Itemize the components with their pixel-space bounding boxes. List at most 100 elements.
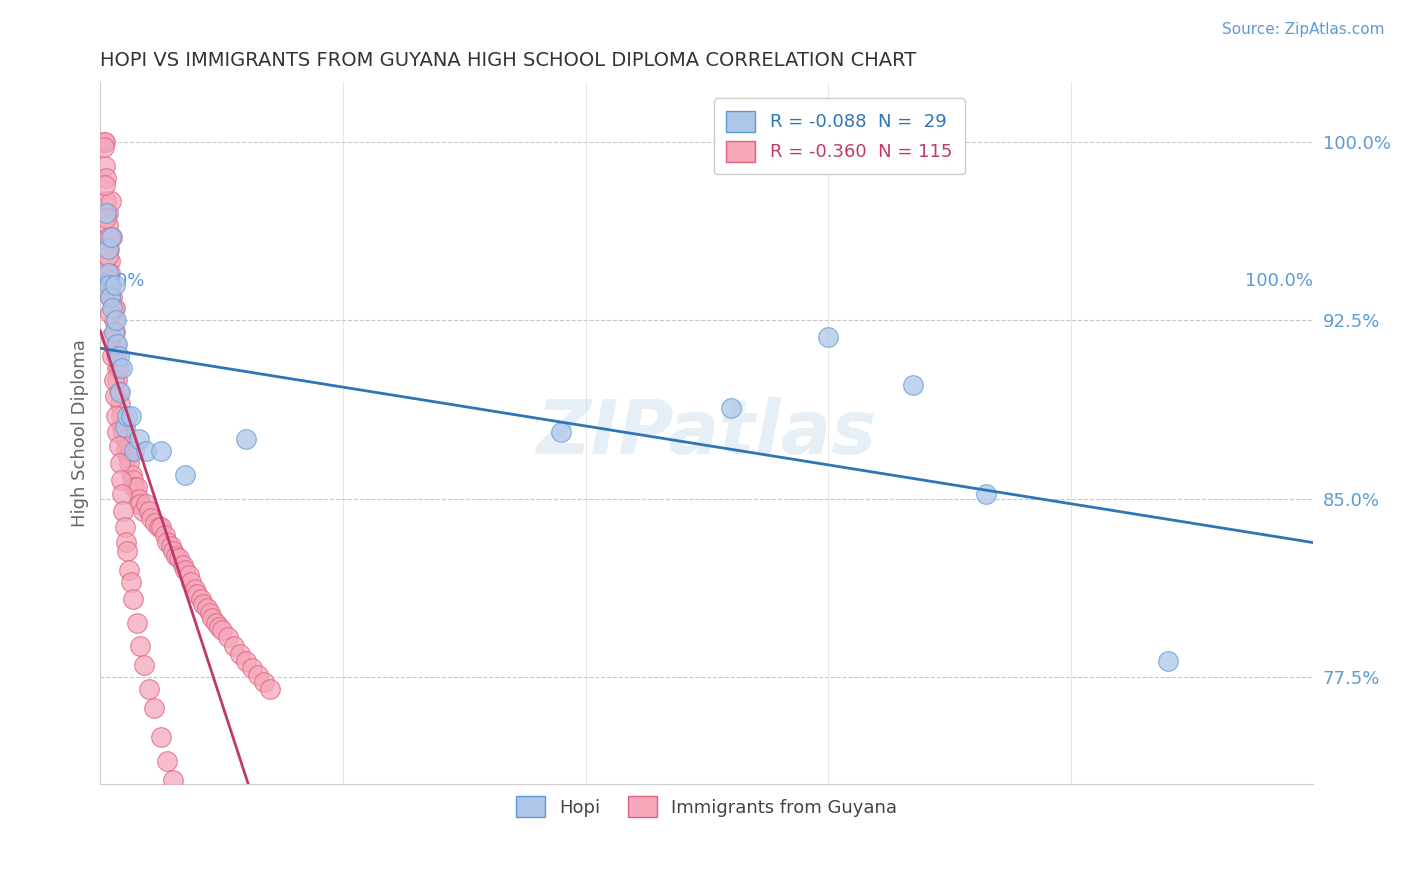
Point [105,373,128,387]
Point [98,306,121,320]
Point [105,409,128,423]
Point [247,668,270,682]
Point [186,587,208,601]
Point [172,558,194,573]
Point [159,540,181,554]
Point [217,630,239,644]
Point [120,409,142,423]
Point [150,520,173,534]
Point [94,178,117,192]
Point [156,534,179,549]
Point [229,647,252,661]
Point [104,301,127,316]
Point [253,675,276,690]
Point [103,373,125,387]
Point [184,582,207,597]
Point [105,425,128,440]
Point [115,433,138,447]
Point [162,772,184,787]
Point [129,640,152,654]
Point [174,468,197,483]
Legend: Hopi, Immigrants from Guyana: Hopi, Immigrants from Guyana [509,789,904,824]
Point [111,487,134,501]
Point [115,409,138,423]
Point [101,349,124,363]
Point [180,830,202,844]
Point [114,420,136,434]
Point [104,325,127,339]
Point [132,658,155,673]
Point [165,549,187,563]
Point [97,218,120,232]
Point [105,360,128,375]
Point [101,230,124,244]
Point [110,473,132,487]
Point [115,544,138,558]
Point [193,854,215,868]
Point [138,504,160,518]
Point [105,337,128,351]
Point [112,504,135,518]
Point [105,349,128,363]
Point [107,349,129,363]
Point [142,701,165,715]
Point [108,456,131,470]
Point [177,568,200,582]
Point [111,360,134,375]
Point [222,640,245,654]
Text: 0.0%: 0.0% [100,272,146,290]
Point [122,473,145,487]
Point [118,563,141,577]
Point [108,397,131,411]
Point [135,497,157,511]
Point [97,230,120,244]
Point [135,444,157,458]
Point [118,456,141,470]
Point [240,661,263,675]
Point [150,730,173,744]
Point [96,194,118,209]
Point [103,313,125,327]
Point [98,266,121,280]
Point [1157,654,1180,668]
Point [174,563,197,577]
Point [120,575,142,590]
Point [128,433,150,447]
Point [93,135,115,149]
Point [114,534,136,549]
Point [114,520,136,534]
Point [148,520,170,534]
Point [111,420,134,434]
Point [167,797,190,811]
Point [98,289,121,303]
Point [162,544,184,558]
Point [122,591,145,606]
Point [96,170,118,185]
Point [138,682,160,697]
Point [117,449,139,463]
Point [124,444,146,458]
Point [107,440,129,454]
Point [125,615,148,630]
Point [104,277,127,292]
Point [97,266,120,280]
Point [96,211,118,225]
Point [180,575,202,590]
Point [120,444,142,458]
Point [94,159,117,173]
Point [208,620,231,634]
Point [720,401,742,416]
Point [128,491,150,506]
Point [93,139,115,153]
Point [100,277,122,292]
Point [198,606,221,620]
Text: HOPI VS IMMIGRANTS FROM GUYANA HIGH SCHOOL DIPLOMA CORRELATION CHART: HOPI VS IMMIGRANTS FROM GUYANA HIGH SCHO… [100,51,917,70]
Point [97,206,120,220]
Point [129,497,152,511]
Point [103,301,125,316]
Point [195,601,218,615]
Text: Source: ZipAtlas.com: Source: ZipAtlas.com [1222,22,1385,37]
Point [153,527,176,541]
Point [193,597,215,611]
Point [974,487,997,501]
